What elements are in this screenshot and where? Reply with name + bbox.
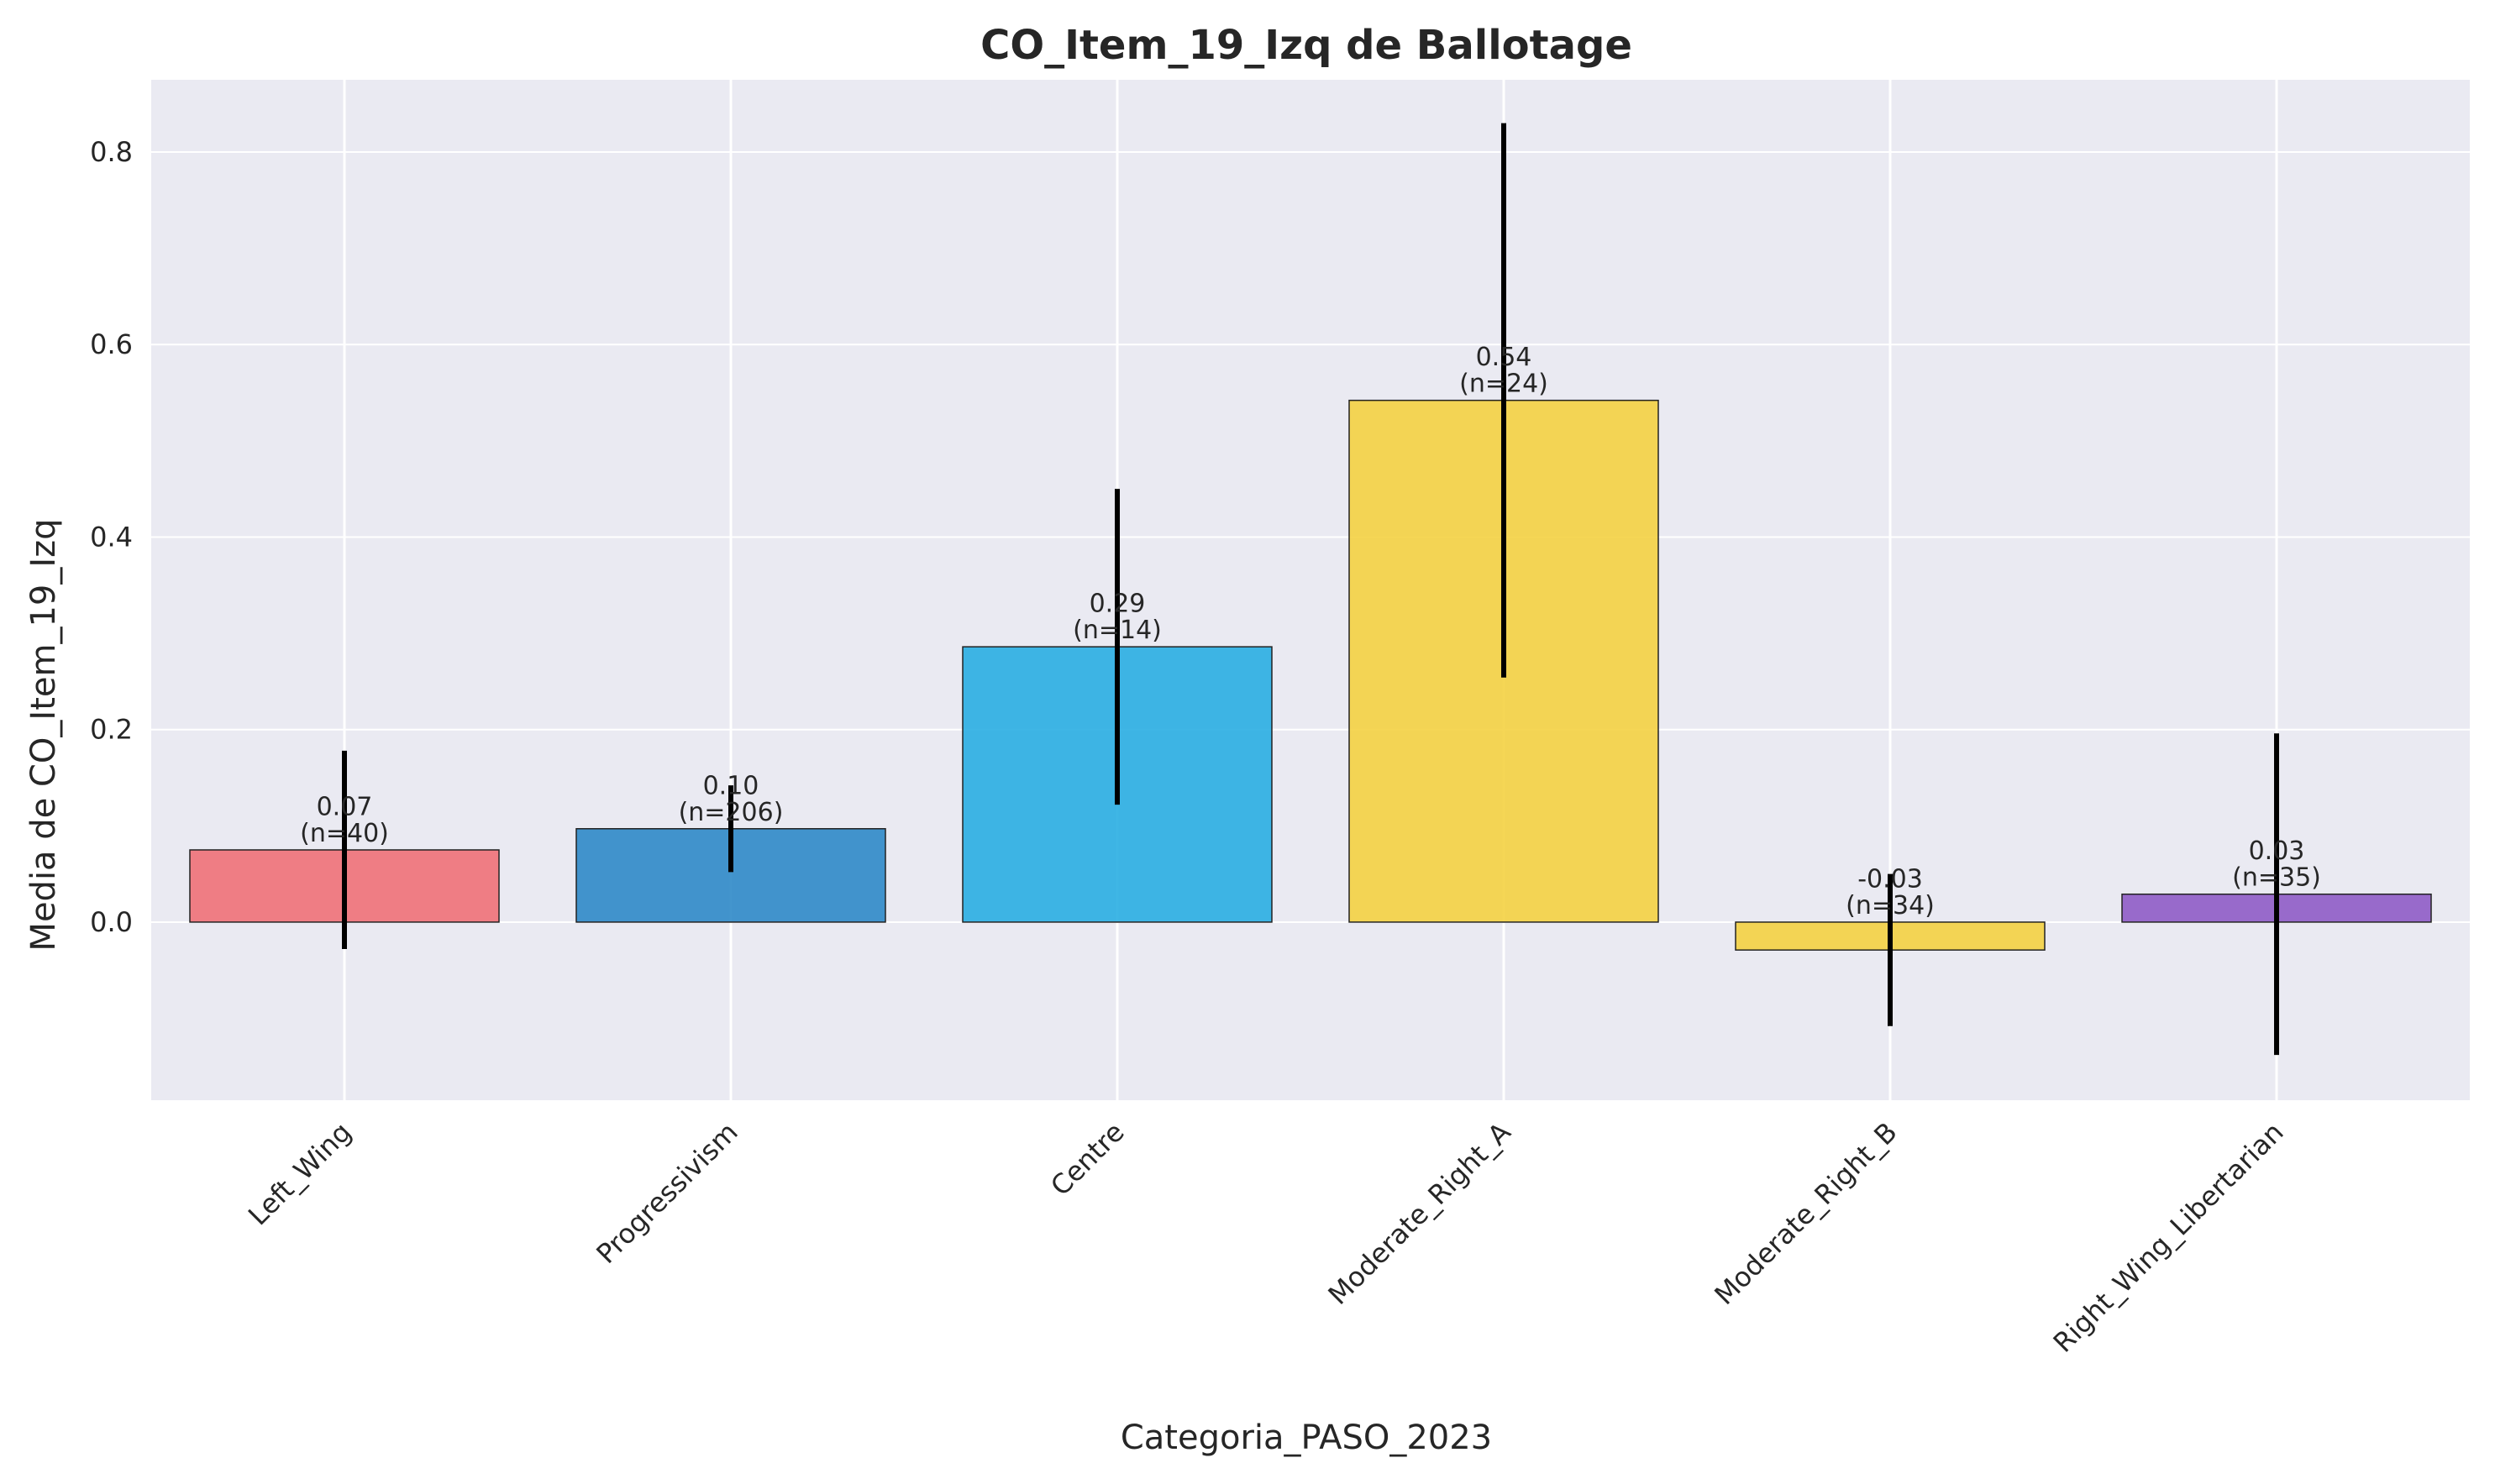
bar-label-Right_Wing_Libertarian: 0.03 (n=35) [2232,836,2321,893]
y-axis-label: Media de CO_Item_19_Izq [24,518,63,951]
x-tick-label-Progressivism: Progressivism [590,1116,743,1270]
error-bars [342,123,2279,1056]
n-label: (n=206) [679,798,784,827]
value-label: 0.29 [1090,590,1146,619]
value-label: 0.07 [317,792,373,821]
value-label: 0.54 [1476,343,1532,372]
bar-label-Centre: 0.29 (n=14) [1073,590,1162,646]
value-label: 0.10 [703,771,759,800]
bar-label-Moderate_Right_A: 0.54 (n=24) [1459,343,1548,399]
n-label: (n=34) [1846,891,1935,920]
bar-label-Moderate_Right_B: -0.03 (n=34) [1846,864,1935,920]
n-label: (n=14) [1073,616,1162,645]
bar-label-Progressivism: 0.10 (n=206) [679,771,784,827]
y-tick-label: 0.8 [90,136,133,168]
y-tick-labels: 0.0 0.2 0.4 0.6 0.8 [90,136,133,938]
value-label: 0.03 [2249,836,2305,866]
y-tick-label: 0.2 [90,714,133,746]
plot-area [151,80,2470,1100]
y-tick-label: 0.4 [90,521,133,553]
x-tick-label-Moderate_Right_B: Moderate_Right_B [1708,1116,1903,1311]
x-tick-label-Moderate_Right_A: Moderate_Right_A [1321,1116,1516,1311]
bar-value-labels: 0.07 (n=40) 0.10 (n=206) 0.29 (n=14) 0.54 (n=24… [300,343,2321,920]
n-label: (n=40) [300,819,389,848]
n-label: (n=35) [2232,863,2321,893]
x-tick-label-Centre: Centre [1044,1116,1131,1203]
x-tick-label-Left_Wing: Left_Wing [242,1116,358,1232]
y-tick-label: 0.6 [90,328,133,360]
bar-label-Left_Wing: 0.07 (n=40) [300,792,389,848]
x-tick-label-Right_Wing_Libertarian: Right_Wing_Libertarian [2047,1116,2290,1359]
x-axis-label: Categoria_PASO_2023 [1121,1418,1492,1457]
n-label: (n=24) [1459,370,1548,399]
y-tick-label: 0.0 [90,906,133,938]
x-tick-labels: Left_Wing Progressivism Centre Moderate_Rig… [242,1116,2290,1359]
chart-title: CO_Item_19_Izq de Ballotage [980,22,1632,69]
value-label: -0.03 [1857,864,1923,894]
